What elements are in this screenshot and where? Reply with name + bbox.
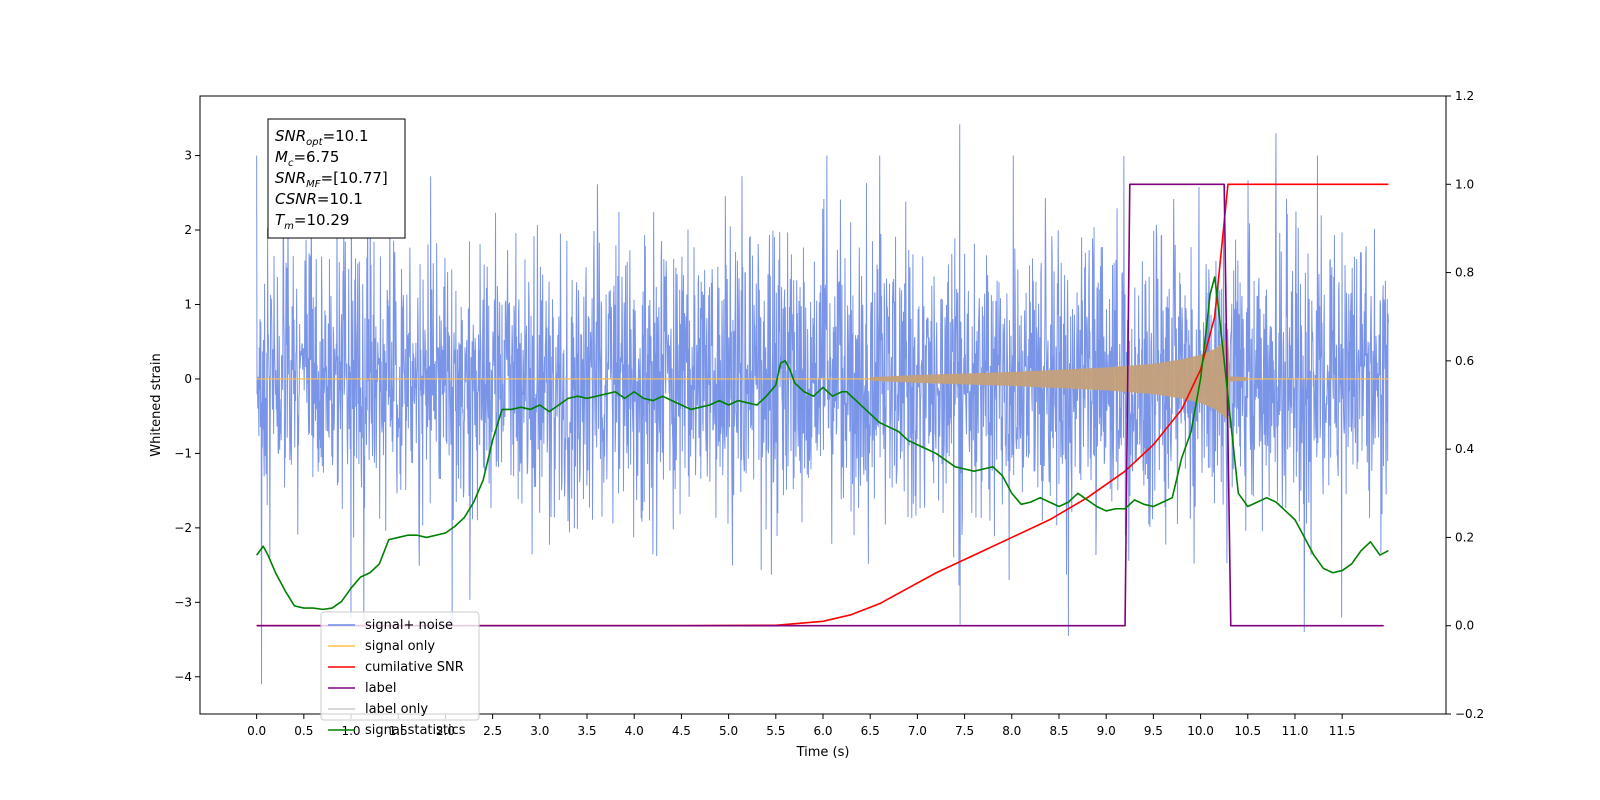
x-tick-label: 0.0 bbox=[247, 724, 266, 738]
y-tick-label-right: 0.0 bbox=[1455, 619, 1474, 633]
annotation-value: =10.1 bbox=[317, 190, 363, 208]
annotation-line: Mc=6.75 bbox=[275, 148, 339, 169]
x-tick-label: 10.0 bbox=[1187, 724, 1214, 738]
x-tick-label: 7.5 bbox=[955, 724, 974, 738]
y-axis-label-left: Whitened strain bbox=[149, 353, 164, 456]
y-tick-label-left: 3 bbox=[184, 149, 192, 163]
annotation-symbol: SNR bbox=[275, 169, 306, 187]
y-tick-label-left: −4 bbox=[174, 670, 192, 684]
legend-label: signal+ noise bbox=[365, 618, 453, 633]
y-tick-label-left: 0 bbox=[184, 372, 192, 386]
signal-statistics-series bbox=[255, 276, 1389, 611]
x-axis: 0.0 0.5 1.0 1.5 2.0 2.5 3.0 3.5 4.0 4.5 5.0 5.5 6.0 6… bbox=[247, 714, 1356, 738]
cumulative-snr-series bbox=[256, 183, 1389, 627]
annotation-frame bbox=[267, 118, 406, 239]
y-tick-label-right: 1.0 bbox=[1455, 177, 1474, 191]
y-tick-label-left: −2 bbox=[174, 521, 192, 535]
x-axis-label: Time (s) bbox=[796, 745, 850, 760]
x-tick-label: 4.5 bbox=[672, 724, 691, 738]
x-tick-label: 7.0 bbox=[908, 724, 927, 738]
x-tick-label: 9.0 bbox=[1097, 724, 1116, 738]
x-tick-label: 9.5 bbox=[1144, 724, 1163, 738]
x-tick-label: 11.0 bbox=[1282, 724, 1309, 738]
x-tick-label: 3.5 bbox=[577, 724, 596, 738]
annotation-line: CSNR=10.1 bbox=[275, 190, 363, 208]
annotation-symbol: T bbox=[275, 211, 286, 229]
signal-statistics-line bbox=[255, 276, 1389, 611]
x-tick-label: 2.0 bbox=[436, 724, 455, 738]
x-tick-label: 3.0 bbox=[530, 724, 549, 738]
x-tick-label: 5.5 bbox=[766, 724, 785, 738]
y-tick-label-left: 2 bbox=[184, 223, 192, 237]
legend-label: cumilative SNR bbox=[365, 660, 464, 675]
x-tick-label: 1.0 bbox=[341, 724, 360, 738]
x-tick-label: 6.5 bbox=[861, 724, 880, 738]
annotation-line: Tm=10.29 bbox=[275, 211, 349, 232]
plot-area bbox=[255, 124, 1389, 685]
y-axis-right: −0.2 0.0 0.2 0.4 0.6 0.8 1.0 1.2 bbox=[1446, 89, 1484, 721]
cumulative-snr-line bbox=[256, 183, 1389, 627]
annotation-value: =[10.77] bbox=[321, 169, 388, 187]
x-tick-label: 1.5 bbox=[389, 724, 408, 738]
annotation-symbol: SNR bbox=[275, 127, 306, 145]
annotation-value: =10.29 bbox=[294, 211, 350, 229]
label-series bbox=[256, 183, 1384, 627]
y-tick-label-right: 0.2 bbox=[1455, 530, 1474, 544]
legend-label: label bbox=[365, 681, 396, 696]
annotation-subscript: c bbox=[288, 158, 294, 169]
legend-label: signal only bbox=[365, 639, 435, 654]
y-tick-label-right: 0.6 bbox=[1455, 354, 1474, 368]
y-tick-label-right: −0.2 bbox=[1455, 707, 1484, 721]
legend-label: label only bbox=[365, 702, 428, 717]
annotation-line: SNRopt=10.1 bbox=[275, 127, 369, 148]
annotation-value: =6.75 bbox=[293, 148, 339, 166]
y-tick-label-left: −3 bbox=[174, 595, 192, 609]
signal-only-envelope bbox=[869, 337, 1249, 421]
annotation-subscript: opt bbox=[306, 137, 323, 148]
x-tick-label: 8.0 bbox=[1002, 724, 1021, 738]
y-axis-left: −4 −3 −2 −1 0 1 2 3 bbox=[174, 149, 200, 684]
x-tick-label: 8.5 bbox=[1049, 724, 1068, 738]
annotation-symbol: CSNR bbox=[275, 190, 317, 208]
legend-label: signal statistics bbox=[365, 723, 466, 738]
x-tick-label: 6.0 bbox=[813, 724, 832, 738]
x-tick-label: 10.5 bbox=[1234, 724, 1261, 738]
annotation-subscript: MF bbox=[306, 179, 321, 190]
annotation-symbol: M bbox=[275, 148, 288, 166]
y-tick-label-right: 1.2 bbox=[1455, 89, 1474, 103]
y-tick-label-left: 1 bbox=[184, 297, 192, 311]
label-line bbox=[256, 183, 1384, 627]
x-tick-label: 5.0 bbox=[719, 724, 738, 738]
y-tick-label-left: −1 bbox=[174, 446, 192, 460]
annotation-value: =10.1 bbox=[323, 127, 369, 145]
x-tick-label: 4.0 bbox=[625, 724, 644, 738]
x-tick-label: 0.5 bbox=[294, 724, 313, 738]
x-tick-label: 11.5 bbox=[1329, 724, 1356, 738]
legend-frame bbox=[320, 611, 480, 721]
annotation-subscript: m bbox=[284, 221, 294, 232]
y-tick-label-right: 0.8 bbox=[1455, 266, 1474, 280]
annotation-box: SNRopt=10.1Mc=6.75SNRMF=[10.77]CSNR=10.1… bbox=[267, 118, 406, 239]
x-tick-label: 2.5 bbox=[483, 724, 502, 738]
legend: signal+ noise signal only cumilative SNR la… bbox=[320, 611, 480, 738]
annotation-line: SNRMF=[10.77] bbox=[275, 169, 388, 190]
y-tick-label-right: 0.4 bbox=[1455, 442, 1474, 456]
